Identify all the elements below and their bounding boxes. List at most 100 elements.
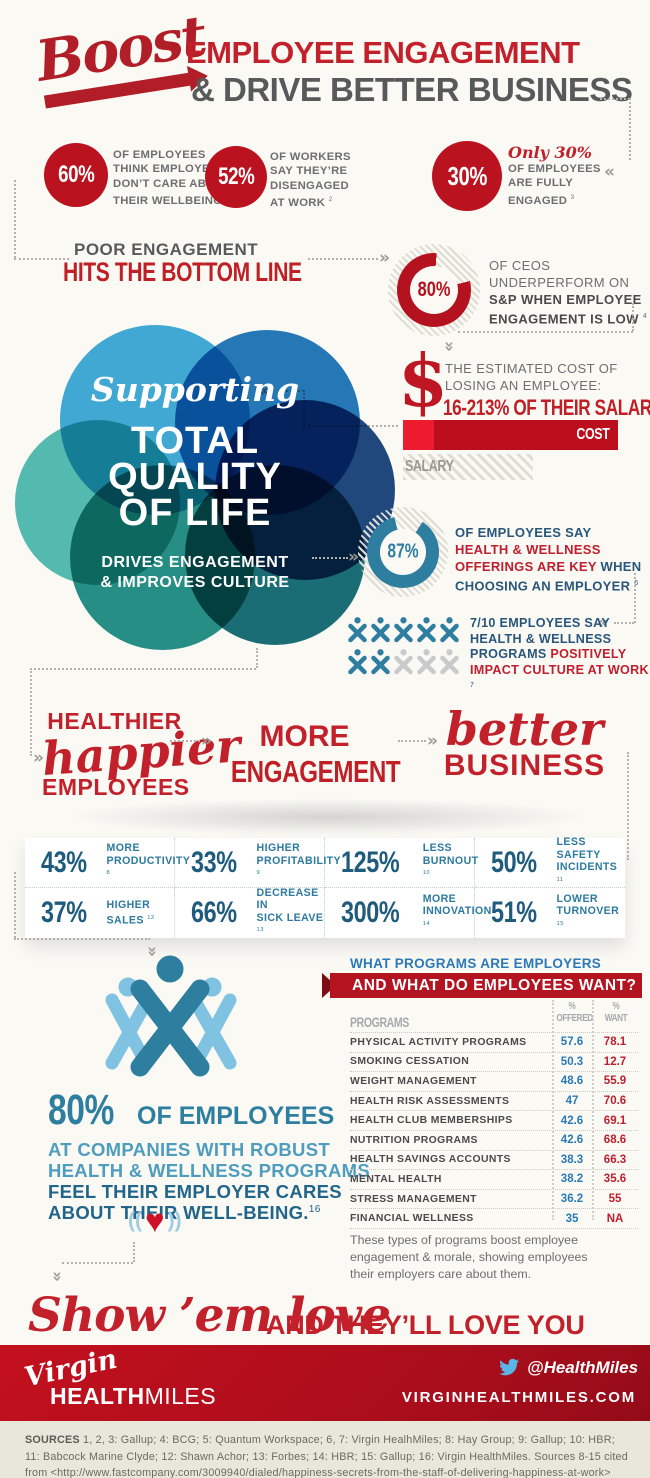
dashed-connector bbox=[632, 303, 634, 331]
venn-circle bbox=[185, 465, 365, 645]
venn-title-1: TOTAL bbox=[130, 420, 260, 462]
ceo-caption: OF CEOS UNDERPERFORM ON S&P WHEN EMPLOYE… bbox=[489, 258, 648, 327]
table-row: HEALTH RISK ASSESSMENTS 47 70.6 bbox=[350, 1090, 638, 1111]
table-row: NUTRITION PROGRAMS 42.6 68.6 bbox=[350, 1129, 638, 1150]
website-link[interactable]: VIRGINHEALTHMILES.COM bbox=[401, 1389, 636, 1406]
person-icon bbox=[347, 648, 368, 675]
arrow-right-icon: » bbox=[427, 731, 438, 751]
person-icon bbox=[416, 616, 437, 643]
venn-title-2: QUALITY bbox=[108, 456, 282, 498]
dashed-connector bbox=[627, 752, 629, 860]
person-icon bbox=[393, 616, 414, 643]
table-row: STRESS MANAGEMENT 36.2 55 bbox=[350, 1188, 638, 1209]
show-love-script: Show ’em love bbox=[28, 1288, 391, 1343]
benefit-cell: 33% HIGHER PROFITABILITY 9 bbox=[175, 838, 340, 888]
arrow-right-icon: » bbox=[348, 547, 359, 567]
venn-title-3: OF LIFE bbox=[118, 492, 272, 534]
dashed-connector bbox=[14, 180, 16, 258]
table-column-divider bbox=[552, 1000, 554, 1220]
stat-caption-2: OF WORKERS SAY THEY’RE DISENGAGED AT WOR… bbox=[270, 151, 351, 209]
dashed-connector bbox=[170, 740, 200, 742]
stat-caption-1: OF EMPLOYEES THINK EMPLOYERS DON’T CARE … bbox=[113, 149, 231, 207]
person-icon bbox=[370, 648, 391, 675]
dashed-connector bbox=[14, 938, 150, 940]
cost-bar-label: COST bbox=[575, 426, 610, 443]
cost-salary-line: 16-213% OF THEIR SALARY5 bbox=[443, 395, 650, 431]
cost-caption: THE ESTIMATED COST OF LOSING AN EMPLOYEE… bbox=[445, 361, 618, 393]
table-row: HEALTH SAVINGS ACCOUNTS 38.3 66.3 bbox=[350, 1149, 638, 1170]
flow-healthier-block: HEALTHIER happier EMPLOYEES bbox=[40, 708, 243, 799]
col-offered: % OFFERED bbox=[556, 1000, 593, 1024]
title-line1: EMPLOYEE ENGAGEMENT bbox=[186, 35, 580, 70]
flow-happier-script: happier bbox=[40, 718, 243, 786]
flow-shadow bbox=[55, 798, 600, 836]
venn-sub-1: DRIVES ENGAGEMENT bbox=[101, 554, 289, 571]
venn-diagram: Supporting TOTAL QUALITY OF LIFE DRIVES … bbox=[0, 315, 395, 650]
table-row: SMOKING CESSATION 50.3 12.7 bbox=[350, 1051, 638, 1072]
table-row: PHYSICAL ACTIVITY PROGRAMS 57.6 78.1 bbox=[350, 1032, 638, 1052]
care-line3: HEALTH & WELLNESS PROGRAMS bbox=[48, 1160, 370, 1181]
pictogram-row-1 bbox=[347, 616, 460, 643]
benefit-cell: 37% HIGHER SALES 12 bbox=[25, 888, 175, 938]
benefit-cell: 50% LESS SAFETY INCIDENTS 11 bbox=[475, 836, 625, 888]
stat-circle-52: 52% bbox=[205, 146, 267, 208]
supporting-script: Supporting bbox=[90, 370, 300, 409]
dashed-connector bbox=[629, 98, 631, 160]
salary-bar-label: SALARY bbox=[405, 458, 454, 475]
salary-bar: SALARY bbox=[403, 454, 533, 480]
venn-sub-2: & IMPROVES CULTURE bbox=[100, 574, 290, 591]
programs-banner: AND WHAT DO EMPLOYEES WANT? bbox=[330, 973, 642, 998]
programs-table-header: PROGRAMS % OFFERED % WANT bbox=[350, 1000, 638, 1032]
benefit-cell: 300% MORE INNOVATION 14 bbox=[325, 888, 491, 938]
dashed-connector bbox=[600, 98, 630, 100]
dashed-connector bbox=[312, 557, 348, 559]
person-icon bbox=[393, 648, 414, 675]
flow-business-block: better BUSINESS bbox=[432, 702, 617, 782]
stat-circle-30: 30% bbox=[432, 141, 502, 211]
care-line5: ABOUT THEIR WELL-BEING.16 bbox=[48, 1202, 321, 1223]
pictogram-row-2 bbox=[347, 648, 460, 675]
benefit-cell: 125% LESS BURNOUT 10 bbox=[325, 838, 478, 888]
arrow-left-icon: « bbox=[604, 162, 615, 182]
care-headline: 80% OF EMPLOYEES bbox=[48, 1086, 335, 1134]
cost-bar: COST bbox=[403, 420, 618, 450]
dashed-connector bbox=[30, 668, 32, 756]
table-row: HEALTH CLUB MEMBERSHIPS 42.6 69.1 bbox=[350, 1110, 638, 1130]
dashed-connector bbox=[62, 1262, 133, 1264]
arrow-right-icon: » bbox=[201, 731, 212, 751]
donut-value: 87% bbox=[387, 540, 419, 563]
care-line2: AT COMPANIES WITH ROBUST bbox=[48, 1139, 330, 1160]
arrow-right-icon: » bbox=[33, 748, 44, 768]
flow-business: BUSINESS bbox=[443, 749, 606, 782]
footer-band: Virgin HEALTHMILES @HealthMiles VIRGINHE… bbox=[0, 1344, 650, 1421]
ceo-donut-chart: 80% bbox=[388, 244, 480, 336]
stat-value: 52% bbox=[217, 163, 255, 190]
benefit-cell: 43% MORE PRODUCTIVITY 8 bbox=[25, 838, 190, 888]
wellness-donut-chart: 87% bbox=[358, 507, 448, 597]
arrow-left-icon: « bbox=[597, 613, 608, 633]
dashed-connector bbox=[133, 1242, 135, 1262]
flow-more: MORE bbox=[259, 720, 350, 753]
title-line2: & DRIVE BETTER BUSINESS bbox=[191, 71, 633, 108]
dashed-connector bbox=[458, 331, 633, 333]
flow-better-script: better bbox=[445, 702, 604, 756]
poor-engagement-line1: POOR ENGAGEMENT bbox=[74, 240, 259, 259]
flow-healthier: HEALTHIER bbox=[47, 708, 182, 734]
people-trio-icon bbox=[100, 955, 240, 1080]
person-icon bbox=[416, 648, 437, 675]
dashed-connector bbox=[308, 258, 378, 260]
care-line4: FEEL THEIR EMPLOYER CARES bbox=[48, 1181, 342, 1202]
person-icon bbox=[439, 616, 460, 643]
dashed-connector bbox=[256, 648, 258, 668]
sources-band: SOURCES 1, 2, 3: Gallup; 4: BCG; 5: Quan… bbox=[0, 1421, 650, 1478]
twitter-handle[interactable]: @HealthMiles bbox=[527, 1358, 639, 1377]
col-programs: PROGRAMS bbox=[350, 1015, 409, 1030]
arrow-right-icon: » bbox=[379, 248, 390, 268]
stat-circle-60: 60% bbox=[44, 143, 108, 207]
twitter-bird-icon bbox=[497, 1357, 521, 1377]
person-icon bbox=[347, 616, 368, 643]
donut-ring bbox=[367, 516, 439, 588]
programs-question-2: AND WHAT DO EMPLOYEES WANT? bbox=[352, 976, 637, 994]
table-row: FINANCIAL WELLNESS 35 NA bbox=[350, 1208, 638, 1229]
dashed-connector bbox=[614, 622, 634, 624]
